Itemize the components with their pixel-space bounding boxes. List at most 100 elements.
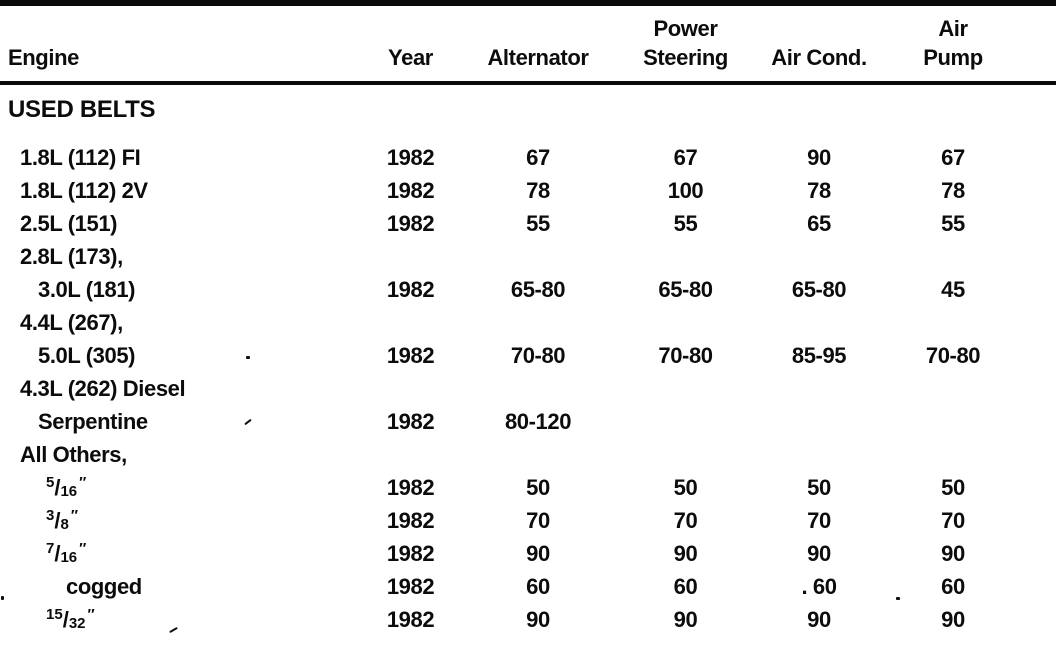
engine-cell: Serpentine [38,408,148,434]
alternator-cell: 80-120 [504,408,572,434]
engine-cell: 2.5L (151) [20,210,118,236]
power-steering-cell: 100 [667,177,704,203]
table-row: 15/32″ 1982 90 90 90 90 [8,603,1056,636]
alternator-cell: 67 [526,144,550,170]
year-cell: 1982 [386,507,435,533]
fraction-denominator: 32 [68,615,86,632]
year-cell: 1982 [386,408,435,434]
air-pump-cell: 45 [941,276,965,302]
engine-cell: 4.4L (267), [20,309,123,335]
fraction-numerator: 15 [46,606,63,623]
air-pump-cell: 60 [941,573,965,599]
inch-mark: ″ [79,474,87,491]
year-cell: 1982 [386,177,435,203]
column-header-year: Year [358,14,463,72]
scan-speck [1,596,4,600]
column-header-label: Pump [923,45,983,70]
engine-cell: All Others, [20,441,127,467]
table-row: 2.8L (173), [8,240,1056,273]
column-header-label-top: Air [938,16,968,41]
alternator-cell: 55 [526,210,550,236]
air-pump-cell: 78 [941,177,965,203]
fraction-slash: / [54,508,61,533]
table-row: 2.5L (151) 1982 55 55 65 55 [8,207,1056,240]
engine-cell: 5.0L (305) [38,342,136,368]
alternator-cell: 90 [526,606,550,632]
power-steering-cell: 67 [673,144,698,170]
power-steering-cell: 70-80 [658,342,713,368]
power-steering-cell: 55 [673,210,698,236]
header-underline [0,81,1056,85]
fraction-numerator: 5 [46,474,55,491]
engine-cell: cogged [66,573,142,599]
table-row: 4.4L (267), [8,306,1056,339]
alternator-cell: 50 [526,474,550,500]
engine-cell: 15/32″ [8,606,358,633]
table-row: 3/8″ 1982 70 70 70 70 [8,504,1056,537]
year-cell: 1982 [386,144,435,170]
power-steering-cell: 90 [673,606,698,632]
air-pump-cell: 90 [941,606,965,632]
fraction-numerator: 7 [46,540,55,557]
air-pump-cell: 50 [941,474,965,500]
air-cond-cell: 70 [807,507,831,533]
table-row: 1.8L (112) 2V 1982 78 100 78 78 [8,174,1056,207]
power-steering-cell: 50 [673,474,698,500]
engine-cell: 3/8″ [8,507,358,534]
table-row: All Others, [8,438,1056,471]
alternator-cell: 70 [526,507,550,533]
scan-speck [896,597,900,600]
section-title: USED BELTS [8,96,156,123]
air-cond-cell: . 60 [801,573,837,599]
air-cond-cell: 90 [807,540,831,566]
year-cell: 1982 [386,540,435,566]
inch-mark: ″ [87,606,95,623]
column-header-label-top: Power [653,16,718,41]
fraction-denominator: 16 [60,549,78,566]
air-cond-cell: 90 [807,606,831,632]
air-pump-cell: 70 [941,507,965,533]
power-steering-cell: 70 [673,507,698,533]
year-cell: 1982 [386,210,435,236]
fraction-numerator: 3 [46,507,55,524]
engine-cell: 1.8L (112) FI [20,144,141,170]
column-header-air-pump: Air Pump [880,14,1026,72]
inch-mark: ″ [79,540,87,557]
column-header-label: Year [388,45,433,70]
air-cond-cell: 65-80 [791,276,847,302]
air-pump-cell: 90 [941,540,965,566]
alternator-cell: 60 [526,573,550,599]
column-header-label: Air Cond. [771,45,867,70]
table-rows: 1.8L (112) FI 1982 67 67 90 67 1.8L (112) 2V 19… [8,141,1056,636]
air-pump-cell: 70-80 [925,342,981,368]
year-cell: 1982 [386,474,435,500]
column-header-engine: Engine [8,14,358,72]
table-header: Engine Year Alternator Power Steering Ai… [8,14,1056,72]
power-steering-cell: 65-80 [658,276,713,302]
year-cell: 1982 [386,342,435,368]
column-header-label: Alternator [487,45,589,70]
fraction-slash: / [62,607,69,632]
top-rule [0,0,1056,6]
alternator-cell: 70-80 [510,342,566,368]
year-cell: 1982 [386,276,435,302]
column-header-air-cond: Air Cond. [758,14,880,72]
table-row: Serpentine 1982 80-120 [8,405,1056,438]
table-row: 5/16″ 1982 50 50 50 50 [8,471,1056,504]
fraction-slash: / [54,541,61,566]
engine-cell: 1.8L (112) 2V [20,177,148,203]
column-header-power-steering: Power Steering [613,14,758,72]
air-cond-cell: 65 [807,210,831,236]
scan-speck [246,356,250,359]
power-steering-cell: 90 [673,540,698,566]
air-cond-cell: 50 [807,474,831,500]
table-row: 3.0L (181) 1982 65-80 65-80 65-80 45 [8,273,1056,306]
table-row: cogged 1982 60 60 . 60 60 [8,570,1056,603]
air-cond-cell: 85-95 [791,342,847,368]
power-steering-cell: 60 [673,573,698,599]
fraction-denominator: 16 [60,483,78,500]
column-header-alternator: Alternator [463,14,613,72]
year-cell: 1982 [386,606,435,632]
table-row: 1.8L (112) FI 1982 67 67 90 67 [8,141,1056,174]
column-header-label: Steering [643,45,728,70]
